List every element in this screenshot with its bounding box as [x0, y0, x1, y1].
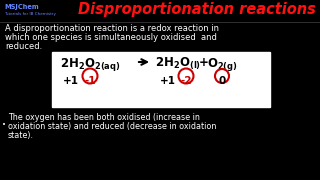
Text: reduced.: reduced. [5, 42, 42, 51]
Text: +1: +1 [160, 76, 176, 86]
Text: •: • [2, 122, 6, 128]
Text: 0: 0 [218, 76, 226, 86]
Text: Tutorials for IB Chemistry: Tutorials for IB Chemistry [4, 12, 56, 16]
Text: $\mathbf{2H_2O_{2(aq)}}$: $\mathbf{2H_2O_{2(aq)}}$ [60, 56, 120, 73]
Text: state).: state). [8, 131, 34, 140]
Text: MSJChem: MSJChem [4, 4, 39, 10]
Text: which one species is simultaneously oxidised  and: which one species is simultaneously oxid… [5, 33, 217, 42]
Text: $\mathbf{O_{2(g)}}$: $\mathbf{O_{2(g)}}$ [207, 56, 238, 73]
Bar [52, 52, 270, 107]
Text: Disproportionation reactions: Disproportionation reactions [78, 2, 316, 17]
Text: The oxygen has been both oxidised (increase in: The oxygen has been both oxidised (incre… [8, 113, 200, 122]
Text: -2: -2 [180, 76, 192, 86]
Text: A disproportionation reaction is a redox reaction in: A disproportionation reaction is a redox… [5, 24, 219, 33]
Text: $\mathbf{+}$: $\mathbf{+}$ [198, 56, 209, 69]
Text: -1: -1 [84, 76, 96, 86]
Text: +1: +1 [63, 76, 79, 86]
Text: $\mathbf{2H_2O_{(l)}}$: $\mathbf{2H_2O_{(l)}}$ [155, 56, 201, 72]
Text: oxidation state) and reduced (decrease in oxidation: oxidation state) and reduced (decrease i… [8, 122, 216, 131]
